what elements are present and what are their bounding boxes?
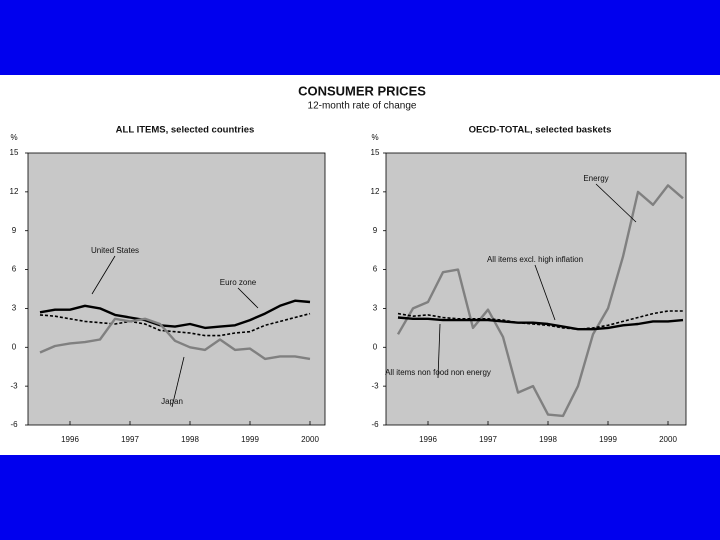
annotation-arrow bbox=[595, 183, 637, 223]
annotation-arrow bbox=[237, 287, 259, 309]
x-tick-label: 1996 bbox=[61, 435, 79, 444]
y-tick-label: -6 bbox=[371, 420, 379, 429]
y-tick-label: 15 bbox=[371, 148, 380, 157]
y-tick-label: -3 bbox=[371, 381, 379, 390]
y-tick-label: 12 bbox=[371, 187, 380, 196]
annotation-arrow bbox=[437, 323, 441, 379]
chart-title: OECD-TOTAL, selected baskets bbox=[469, 125, 612, 136]
annotation: United States bbox=[91, 246, 139, 255]
annotation-arrow bbox=[91, 255, 116, 295]
y-tick-label: 6 bbox=[12, 265, 17, 274]
y-tick-label: 3 bbox=[373, 304, 378, 313]
y-tick-label: 6 bbox=[373, 265, 378, 274]
annotation: All items excl. high inflation bbox=[487, 255, 583, 264]
x-tick-label: 1997 bbox=[479, 435, 497, 444]
x-tick-label: 1998 bbox=[181, 435, 199, 444]
series-line bbox=[39, 317, 311, 361]
y-tick-label: 0 bbox=[12, 342, 17, 351]
plot-area bbox=[27, 152, 326, 426]
chart-title: ALL ITEMS, selected countries bbox=[116, 125, 255, 136]
y-tick-label: 15 bbox=[10, 148, 19, 157]
annotation-arrow bbox=[171, 356, 185, 408]
series-line bbox=[397, 316, 684, 331]
series-line bbox=[396, 184, 684, 418]
annotation: Japan bbox=[161, 397, 183, 406]
y-axis-unit: % bbox=[371, 133, 378, 142]
x-tick-label: 1998 bbox=[539, 435, 557, 444]
y-axis-unit: % bbox=[10, 133, 17, 142]
y-tick-label: 9 bbox=[12, 226, 17, 235]
series-line bbox=[39, 312, 311, 337]
annotation-arrow bbox=[534, 264, 556, 321]
x-tick-label: 1996 bbox=[419, 435, 437, 444]
x-tick-label: 1999 bbox=[241, 435, 259, 444]
x-tick-label: 2000 bbox=[301, 435, 319, 444]
annotation: All items non food non energy bbox=[385, 368, 491, 377]
x-tick-label: 1999 bbox=[599, 435, 617, 444]
y-tick-label: 0 bbox=[373, 342, 378, 351]
annotation: Euro zone bbox=[220, 278, 257, 287]
y-tick-label: 9 bbox=[373, 226, 378, 235]
main-title: CONSUMER PRICES bbox=[298, 83, 426, 98]
x-tick-label: 2000 bbox=[659, 435, 677, 444]
series-line bbox=[39, 299, 311, 330]
y-tick-label: -6 bbox=[10, 420, 18, 429]
x-tick-label: 1997 bbox=[121, 435, 139, 444]
y-tick-label: -3 bbox=[10, 381, 18, 390]
annotation: Energy bbox=[583, 174, 608, 183]
y-tick-label: 3 bbox=[12, 304, 17, 313]
y-tick-label: 12 bbox=[10, 187, 19, 196]
subtitle: 12-month rate of change bbox=[308, 101, 417, 112]
